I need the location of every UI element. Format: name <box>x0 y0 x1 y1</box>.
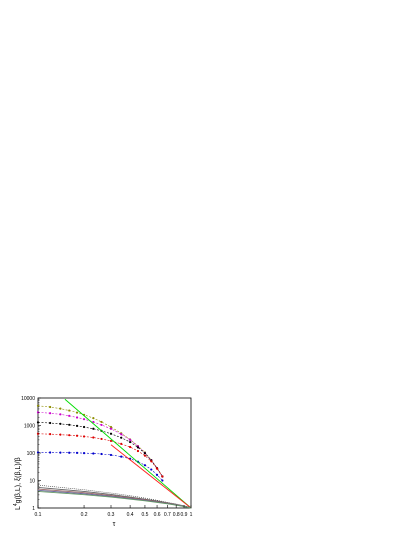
x-tick-label: 0.4 <box>127 512 134 518</box>
data-point-1 <box>59 413 62 416</box>
data-point-1 <box>92 420 95 424</box>
data-point-1 <box>82 418 86 421</box>
data-point-4 <box>143 464 147 467</box>
data-point-3 <box>143 454 147 457</box>
data-point-2 <box>92 427 95 430</box>
x-tick-label: 0.6 <box>154 512 161 518</box>
x-axis-label: τ <box>113 521 116 528</box>
data-point-2 <box>59 422 62 425</box>
data-point-2 <box>82 425 86 429</box>
data-point-1 <box>68 414 71 417</box>
data-point-4 <box>150 468 153 471</box>
series-line-6 <box>110 444 192 509</box>
y-axis-label-rest: g(β,L), ξ(β,L)/β <box>15 457 22 503</box>
data-point-2 <box>75 424 79 427</box>
data-point-4 <box>82 452 86 455</box>
series-layer <box>36 398 192 509</box>
data-point-4 <box>120 455 123 458</box>
data-point-3 <box>129 445 132 449</box>
data-point-1 <box>75 416 79 419</box>
data-point-2 <box>136 446 140 449</box>
data-point-1 <box>129 438 132 441</box>
series-line-5 <box>64 398 192 509</box>
series-line-4 <box>37 452 163 481</box>
data-point-4 <box>161 479 164 482</box>
x-tick-label: 0.3 <box>108 512 115 518</box>
data-point-4 <box>75 451 79 454</box>
data-point-0 <box>49 405 52 409</box>
y-axis-label-sup: 4 <box>13 503 19 506</box>
data-point-0 <box>36 404 40 407</box>
data-point-3 <box>75 434 79 437</box>
data-point-3 <box>100 437 103 441</box>
data-point-2 <box>109 432 113 435</box>
series-line-11 <box>37 490 192 509</box>
data-point-2 <box>36 421 40 424</box>
x-tick-label: 0.5 <box>141 512 148 518</box>
data-point-2 <box>49 421 52 425</box>
series-line-2 <box>37 422 163 477</box>
tick-layer: 0.1 0.2 0.3 0.4 0.5 0.6 0.7 0.8 0.9 1110100100010… <box>21 396 193 518</box>
x-tick-label: 0.1 <box>35 512 42 518</box>
data-point-1 <box>109 427 113 430</box>
x-tick-label: 0.8 <box>173 512 180 518</box>
data-point-3 <box>161 475 164 478</box>
data-point-4 <box>68 451 71 454</box>
x-tick-label: 0.7 <box>164 512 171 518</box>
data-point-4 <box>100 452 103 456</box>
data-point-3 <box>92 436 95 439</box>
y-tick-label: 10000 <box>21 396 35 402</box>
data-point-4 <box>92 452 95 455</box>
data-point-2 <box>143 452 147 455</box>
x-tick-label: 0.9 <box>181 512 188 518</box>
data-point-1 <box>100 423 103 427</box>
data-point-0 <box>109 425 113 429</box>
data-point-0 <box>92 417 95 420</box>
series-line-0 <box>37 405 163 477</box>
data-point-2 <box>68 423 71 426</box>
data-point-0 <box>59 407 62 410</box>
series-line-1 <box>37 412 163 477</box>
data-point-3 <box>109 439 113 443</box>
data-point-2 <box>120 436 123 439</box>
data-point-1 <box>49 412 52 415</box>
data-point-3 <box>59 433 62 436</box>
data-point-3 <box>150 460 153 463</box>
data-point-2 <box>129 440 132 444</box>
y-axis-label: L4g(β,L), ξ(β,L)/β <box>13 457 22 510</box>
y-tick-label: 1000 <box>24 424 35 430</box>
data-point-3 <box>82 435 86 438</box>
x-tick-label: 0.2 <box>81 512 88 518</box>
data-point-4 <box>59 451 62 454</box>
x-tick-label: 1 <box>190 512 193 518</box>
data-point-4 <box>109 453 113 457</box>
y-axis-label-base: L <box>15 506 22 510</box>
data-point-4 <box>155 473 159 476</box>
y-tick-label: 1 <box>32 506 35 512</box>
data-point-0 <box>75 411 79 414</box>
data-point-0 <box>68 409 71 412</box>
y-tick-label: 10 <box>29 479 35 485</box>
y-tick-label: 100 <box>27 451 36 457</box>
data-point-3 <box>49 433 52 436</box>
data-point-1 <box>120 433 123 436</box>
data-point-3 <box>120 442 123 445</box>
data-point-0 <box>100 420 103 424</box>
data-point-3 <box>136 449 140 453</box>
data-point-3 <box>68 434 71 437</box>
data-point-3 <box>155 467 159 470</box>
data-point-4 <box>49 451 52 454</box>
